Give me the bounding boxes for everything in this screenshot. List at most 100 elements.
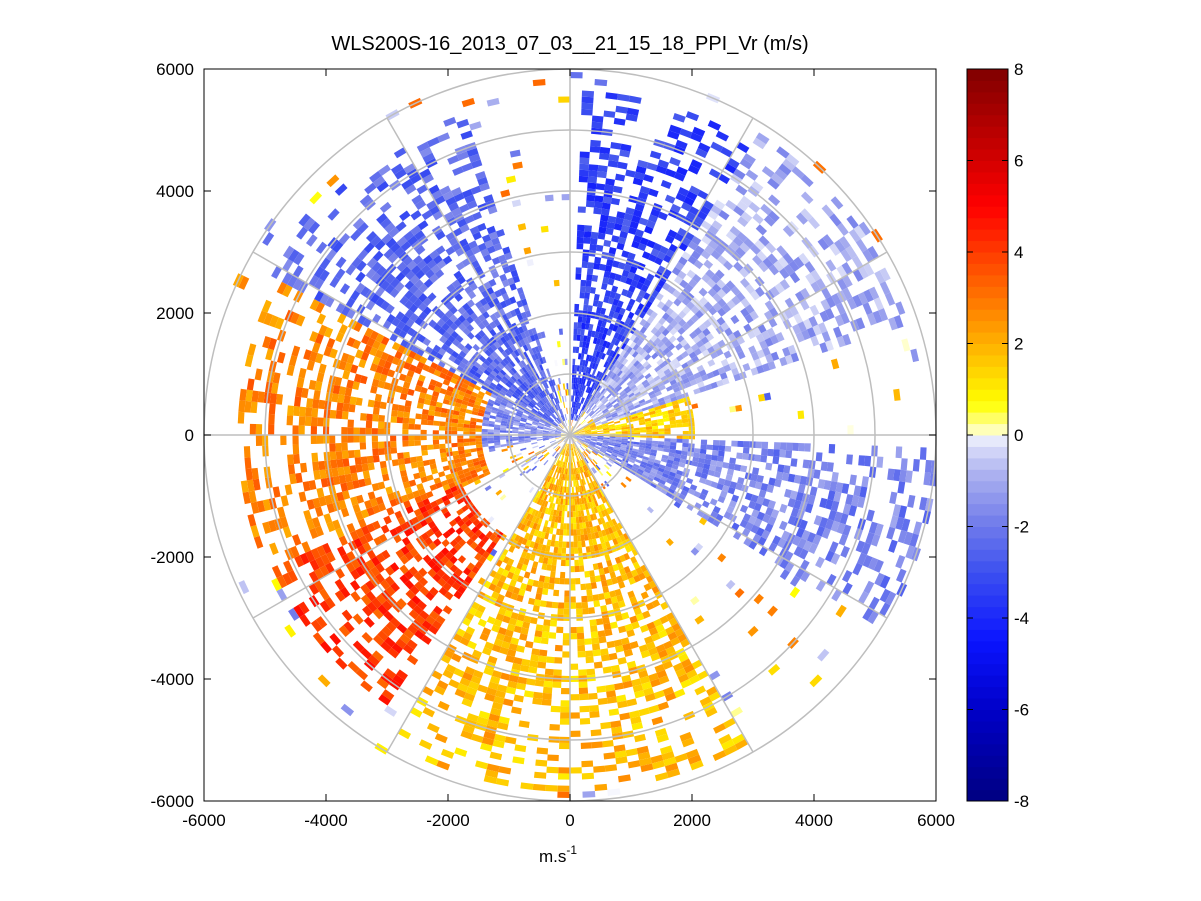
velocity-cell: [551, 464, 556, 471]
velocity-cell: [556, 418, 561, 424]
velocity-cell: [566, 474, 569, 481]
velocity-cell: [665, 307, 674, 316]
velocity-cell: [689, 132, 703, 143]
velocity-cell: [658, 384, 666, 391]
velocity-cell: [749, 310, 759, 321]
velocity-cell: [698, 493, 707, 501]
velocity-cell: [579, 384, 583, 391]
velocity-cell: [494, 385, 502, 392]
velocity-cell: [582, 443, 588, 448]
velocity-cell: [591, 404, 597, 411]
velocity-cell: [591, 437, 598, 440]
velocity-cell: [723, 511, 732, 520]
velocity-cell: [575, 602, 583, 609]
velocity-cell: [478, 456, 485, 462]
velocity-cell: [637, 413, 644, 419]
velocity-cell: [657, 418, 664, 423]
velocity-cell: [293, 252, 305, 266]
velocity-cell: [783, 550, 794, 562]
velocity-cell: [623, 263, 632, 272]
velocity-cell: [531, 409, 538, 414]
velocity-cell: [737, 440, 744, 448]
velocity-cell: [501, 313, 509, 322]
velocity-cell: [913, 521, 923, 536]
velocity-cell: [474, 400, 482, 406]
velocity-cell: [645, 399, 653, 405]
velocity-cell: [505, 311, 513, 320]
velocity-cell: [560, 571, 566, 579]
velocity-cell: [498, 308, 506, 317]
velocity-cell: [477, 540, 486, 548]
velocity-cell: [680, 489, 688, 497]
velocity-cell: [700, 336, 710, 345]
velocity-cell: [372, 608, 384, 620]
velocity-cell: [601, 282, 608, 290]
velocity-cell: [600, 510, 606, 518]
velocity-cell: [867, 610, 880, 625]
velocity-cell: [656, 470, 664, 476]
velocity-cell: [613, 331, 620, 340]
velocity-cell: [673, 298, 682, 307]
velocity-cell: [879, 588, 891, 603]
velocity-cell: [414, 435, 421, 441]
velocity-cell: [580, 510, 585, 517]
velocity-cell: [598, 504, 604, 512]
velocity-cell: [524, 532, 531, 540]
velocity-cell: [380, 217, 392, 229]
velocity-cell: [584, 440, 591, 443]
velocity-cell: [602, 374, 608, 381]
velocity-cell: [667, 409, 675, 415]
velocity-cell: [909, 533, 919, 548]
velocity-cell: [519, 384, 526, 391]
velocity-cell: [453, 358, 462, 366]
velocity-cell: [589, 361, 594, 369]
velocity-cell: [607, 370, 613, 377]
velocity-cell: [556, 417, 562, 423]
velocity-cell: [433, 685, 446, 696]
velocity-cell: [694, 245, 705, 255]
velocity-cell: [664, 692, 677, 702]
velocity-cell: [723, 744, 738, 756]
velocity-cell: [262, 499, 272, 511]
velocity-cell: [519, 339, 526, 347]
velocity-cell: [593, 201, 603, 209]
velocity-cell: [596, 441, 603, 445]
velocity-cell: [639, 427, 647, 431]
velocity-cell: [430, 361, 439, 370]
velocity-cell: [576, 480, 580, 487]
velocity-cell: [564, 578, 570, 585]
velocity-cell: [420, 429, 427, 435]
velocity-cell: [800, 191, 814, 205]
velocity-cell: [459, 477, 467, 484]
velocity-cell: [349, 530, 359, 541]
velocity-cell: [558, 424, 564, 430]
velocity-cell: [546, 539, 552, 547]
velocity-cell: [541, 588, 549, 596]
velocity-cell: [311, 342, 321, 354]
velocity-cell: [774, 168, 788, 181]
velocity-cell: [361, 334, 370, 345]
velocity-cell: [742, 447, 750, 454]
velocity-cell: [789, 305, 799, 317]
velocity-cell: [516, 575, 524, 583]
velocity-cell: [583, 425, 590, 429]
velocity-cell: [585, 341, 590, 349]
velocity-cell: [399, 295, 409, 306]
velocity-cell: [611, 358, 617, 366]
velocity-cell: [372, 414, 379, 422]
velocity-cell: [572, 504, 576, 512]
velocity-cell: [447, 527, 456, 535]
velocity-cell: [624, 623, 634, 632]
velocity-cell: [556, 446, 561, 452]
velocity-cell: [576, 236, 584, 244]
velocity-cell: [630, 411, 637, 416]
velocity-cell: [262, 336, 272, 349]
velocity-cell: [852, 268, 864, 282]
velocity-cell: [385, 621, 397, 633]
velocity-cell: [442, 582, 452, 592]
velocity-cell: [482, 381, 490, 388]
velocity-cell: [586, 456, 592, 462]
velocity-cell: [688, 278, 698, 288]
velocity-cell: [592, 459, 598, 465]
velocity-cell: [660, 179, 672, 189]
